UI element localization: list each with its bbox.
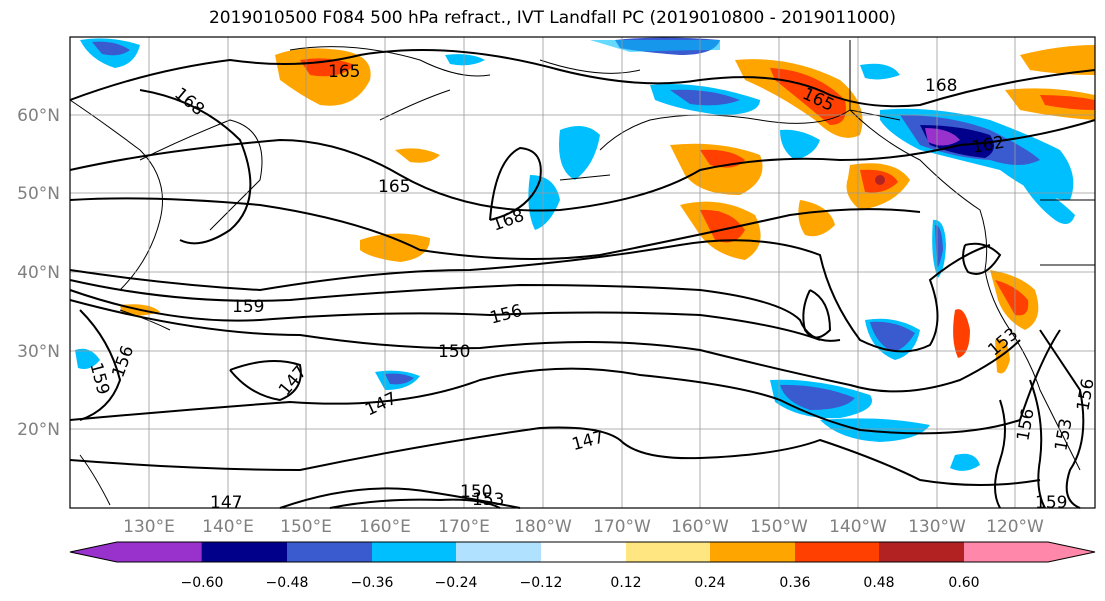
colorbar-tick: 0.12 <box>610 575 641 591</box>
negative-patch <box>820 418 930 442</box>
lon-label: 140°W <box>829 517 887 537</box>
colorbar-tick: −0.60 <box>181 575 224 591</box>
negative-patch <box>528 175 560 230</box>
lon-label: 150°E <box>280 517 332 537</box>
colorbar-tick: −0.48 <box>266 575 309 591</box>
negative-patch <box>780 384 855 410</box>
negative-patch <box>75 348 100 369</box>
colorbar-cell <box>626 542 710 562</box>
contour-label: 147 <box>570 427 607 455</box>
colorbar-cell <box>372 542 456 562</box>
contour-label: 156 <box>488 301 525 329</box>
colorbar-tick: 0.48 <box>863 575 894 591</box>
lat-label: 60°N <box>17 106 60 126</box>
contour-label: 159 <box>85 360 113 397</box>
negative-patch <box>385 373 414 385</box>
colorbar-cell <box>287 542 372 562</box>
negative-patch <box>590 40 720 52</box>
colorbar-tick: 0.36 <box>779 575 810 591</box>
contour-label: 156 <box>108 343 138 380</box>
contour-label: 165 <box>328 62 360 82</box>
positive-patch <box>995 339 1010 374</box>
negative-patch <box>1020 180 1075 224</box>
colorbar-cell <box>202 542 287 562</box>
contour-label: 165 <box>378 177 410 197</box>
contour-label: 168 <box>490 206 527 236</box>
contour-label: 147 <box>210 493 242 513</box>
lat-label: 50°N <box>17 184 60 204</box>
lon-label: 130°W <box>908 517 966 537</box>
contour-label: 153 <box>984 324 1022 360</box>
contour-label: 159 <box>1035 493 1067 513</box>
contour-label: 153 <box>1051 417 1076 452</box>
lon-label: 160°W <box>671 517 729 537</box>
negative-patch <box>870 321 915 352</box>
contour-label: 147 <box>362 389 400 421</box>
colorbar-cell <box>964 542 1095 562</box>
negative-patch <box>925 128 960 146</box>
lon-label: 140°E <box>202 517 254 537</box>
negative-patch <box>670 89 740 106</box>
colorbar-cell <box>69 541 203 563</box>
negative-patch <box>559 126 600 180</box>
contour-label: 150 <box>460 482 492 502</box>
positive-patch <box>1020 45 1095 75</box>
positive-patch <box>700 209 745 243</box>
height-contours <box>69 49 1096 509</box>
lat-label: 40°N <box>17 263 60 283</box>
positive-patch <box>360 233 430 262</box>
lat-label: 30°N <box>17 342 60 362</box>
colorbar-cell <box>541 542 626 562</box>
lon-label: 170°E <box>438 517 490 537</box>
lon-label: 120°W <box>986 517 1044 537</box>
positive-patch <box>953 309 970 358</box>
negative-patch <box>780 129 820 160</box>
negative-patch <box>950 453 980 471</box>
colorbar-cell <box>795 542 879 562</box>
lon-label: 160°E <box>359 517 411 537</box>
coastlines <box>69 40 1095 506</box>
negative-patch <box>860 63 900 80</box>
map-title: 2019010500 F084 500 hPa refract., IVT La… <box>208 8 896 28</box>
colorbar-tick: −0.24 <box>435 575 478 591</box>
colorbar-cell <box>879 542 964 562</box>
plot-frame <box>69 36 1096 509</box>
negative-patch <box>92 41 130 56</box>
lat-labels: 60°N 50°N 40°N 30°N 20°N <box>17 106 60 440</box>
colorbar <box>69 541 1096 563</box>
positive-patch <box>395 148 440 163</box>
lon-labels: 130°E 140°E 150°E 160°E 170°E 180°W 170°… <box>123 517 1044 537</box>
lon-label: 150°W <box>750 517 808 537</box>
colorbar-tick: −0.12 <box>520 575 563 591</box>
contour-label: 159 <box>232 297 264 317</box>
lon-label: 180°W <box>514 517 572 537</box>
contour-label: 150 <box>438 342 470 362</box>
colorbar-cell <box>456 542 541 562</box>
contour-label: 153 <box>472 490 504 510</box>
colorbar-tick: 0.24 <box>694 575 725 591</box>
positive-patch <box>798 200 835 237</box>
lat-label: 20°N <box>17 420 60 440</box>
positive-patch <box>1040 95 1095 110</box>
contour-label: 156 <box>1013 407 1038 442</box>
lon-label: 130°E <box>123 517 175 537</box>
colorbar-cell <box>710 542 795 562</box>
positive-patch <box>875 175 885 185</box>
colorbar-tick: −0.36 <box>351 575 394 591</box>
positive-patch <box>995 280 1029 316</box>
colorbar-outline <box>69 541 1096 563</box>
colorbar-tick: 0.60 <box>948 575 979 591</box>
negative-patch <box>445 54 485 66</box>
lon-label: 170°W <box>593 517 651 537</box>
colorbar-ticks: −0.60 −0.48 −0.36 −0.24 −0.12 0.12 0.24 … <box>181 575 980 591</box>
contour-label: 168 <box>925 76 957 96</box>
